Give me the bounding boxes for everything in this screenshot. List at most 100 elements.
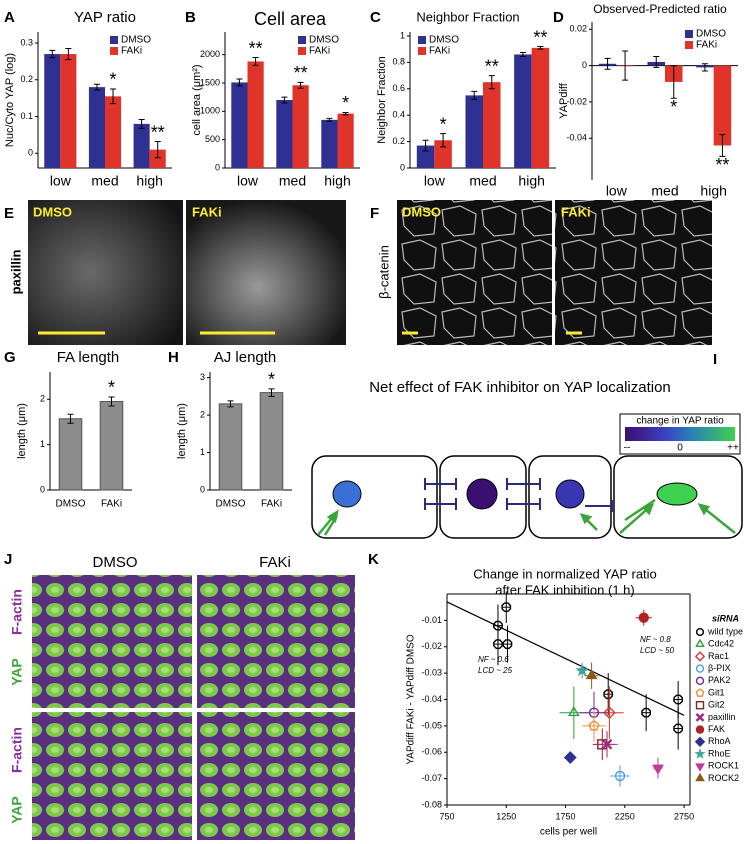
legend-label: Git1	[708, 687, 725, 697]
point	[502, 639, 513, 649]
error-bar	[110, 88, 117, 105]
error-bar	[138, 118, 145, 129]
legend-label: DMSO	[121, 35, 151, 46]
error-bar	[108, 396, 115, 407]
error-bar	[342, 111, 349, 116]
diagram-title: Net effect of FAK inhibitor on YAP local…	[369, 379, 671, 396]
bar	[434, 140, 452, 168]
error-bar	[471, 90, 478, 100]
significance: **	[715, 155, 729, 175]
bar	[231, 82, 248, 168]
chart-title: FA length	[57, 349, 120, 366]
error-bar	[326, 117, 333, 122]
error-bar	[670, 65, 677, 99]
bar	[514, 54, 532, 168]
y-tick-label: 0	[200, 484, 205, 494]
point	[563, 751, 577, 764]
error-bar	[701, 63, 708, 72]
bar	[465, 95, 483, 168]
legend-label: ROCK2	[708, 773, 739, 783]
y-tick-label: -0.05	[421, 720, 442, 730]
panel-letter: C	[370, 9, 381, 26]
legend-swatch	[298, 36, 306, 44]
y-tick-label: 0.1	[20, 111, 33, 121]
legend-label: Git2	[708, 700, 725, 710]
micrograph	[28, 200, 183, 345]
significance: **	[151, 122, 165, 142]
x-tick-label: 2250	[615, 811, 635, 821]
legend-label: FAKi	[429, 46, 450, 57]
bar	[58, 418, 83, 491]
panel-j: J DMSO FAKi F-actin YAP F-actin YAP	[4, 551, 355, 840]
panel-letter: J	[4, 551, 12, 568]
chart-title: Neighbor Fraction	[416, 9, 519, 24]
legend-marker	[695, 713, 705, 722]
bar	[259, 392, 284, 491]
y-tick-label: -0.07	[421, 773, 442, 783]
y-tick-label: -0.08	[421, 799, 442, 809]
significance: *	[342, 93, 349, 113]
panel-f: F β-catenin DMSO FAKi	[370, 200, 712, 345]
panel-i: I Net effect of FAK inhibitor on YAP loc…	[311, 351, 743, 539]
micrograph	[186, 200, 346, 345]
annotation: NF ~ 0.8	[640, 635, 671, 644]
y-tick-label: -0.01	[421, 615, 442, 625]
error-bar	[236, 78, 243, 87]
stain-label: paxillin	[8, 250, 23, 295]
x-tick-label: low	[50, 173, 72, 189]
error-bar	[227, 400, 234, 408]
junctions	[424, 478, 613, 512]
y-tick-label: 2	[40, 394, 45, 404]
point	[493, 620, 503, 631]
micrograph	[197, 712, 355, 840]
point	[588, 720, 600, 731]
significance: *	[440, 114, 447, 134]
y-tick-label: -0.02	[421, 641, 442, 651]
x-tick-label: high	[700, 183, 726, 199]
stain-label: β-catenin	[376, 245, 391, 299]
significance: *	[110, 70, 117, 90]
legend-marker	[694, 651, 706, 662]
y-tick-label: -0.04	[566, 133, 587, 143]
point	[614, 770, 626, 782]
panel-letter: E	[4, 205, 14, 222]
point	[567, 705, 580, 717]
micrograph	[32, 575, 192, 708]
error-bar	[65, 48, 72, 61]
y-tick-label: 0.02	[569, 24, 587, 34]
y-tick-label: 0.6	[392, 83, 405, 93]
legend-marker	[696, 628, 704, 636]
stain-label: YAP	[9, 658, 25, 686]
error-bar	[93, 83, 100, 91]
legend-marker	[695, 676, 705, 685]
x-tick-label: high	[136, 173, 162, 189]
panel-letter: D	[553, 9, 564, 26]
error-bar	[719, 134, 726, 157]
panel-letter: I	[713, 351, 717, 368]
legend-swatch	[685, 30, 693, 38]
error-bar	[252, 57, 259, 66]
chart-title: Change in normalized YAP ratio	[473, 566, 657, 581]
error-bar	[653, 56, 660, 68]
y-axis-label: cell area (μm²)	[191, 64, 203, 135]
panel-letter: B	[185, 9, 196, 26]
error-bar	[440, 133, 447, 148]
y-axis-label: Neighbor Fraction	[376, 56, 388, 143]
x-tick-label: 2750	[674, 811, 694, 821]
bar	[247, 61, 264, 168]
legend-label: DMSO	[696, 29, 726, 40]
micrograph	[397, 200, 552, 345]
legend-label: β-PIX	[708, 663, 731, 673]
x-tick-label: low	[424, 173, 446, 189]
micrograph	[197, 575, 355, 708]
legend-swatch	[298, 47, 306, 55]
stain-label: F-actin	[9, 727, 25, 773]
significance: *	[268, 370, 275, 390]
y-axis-label: length (μm)	[16, 403, 28, 459]
legend-label: DMSO	[309, 35, 339, 46]
significance: *	[108, 378, 115, 398]
legend-title: siRNA	[712, 613, 739, 623]
legend-label: Rac1	[708, 651, 729, 661]
colorbar-title: change in YAP ratio	[636, 416, 724, 427]
panel-letter: A	[4, 9, 15, 26]
